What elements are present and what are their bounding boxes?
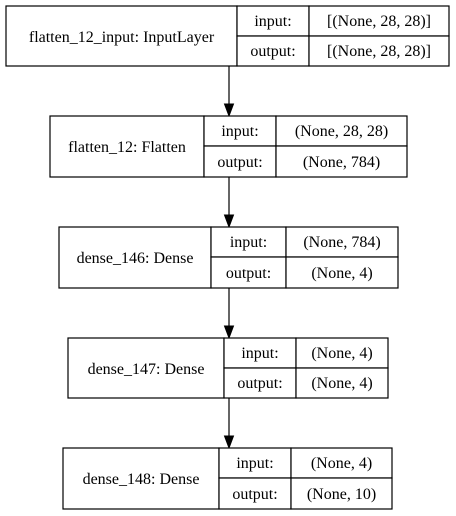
input-label: input: [236,455,273,472]
layer-node-dense-148: dense_148: Dense input: (None, 4) output… [62,447,393,510]
output-label: output: [237,375,282,392]
layer-name-cell [5,5,238,67]
io-label-input-cell [210,226,287,258]
arrow-head-icon [223,103,235,118]
edge-arrow [223,66,235,118]
input-label: input: [221,123,258,140]
input-shape: (None, 4) [311,455,372,472]
layer-name-cell [67,337,225,399]
output-shape: (None, 10) [307,486,376,503]
output-shape: (None, 784) [303,154,380,171]
io-value-output-cell [290,477,393,510]
io-value-output-cell [308,35,450,67]
io-label-input-cell [223,337,297,369]
io-value-input-cell [275,115,408,147]
io-label-input-cell [218,447,292,479]
edge-arrow [223,398,235,450]
layer-name-cell [58,226,212,289]
layer-node-dense-146: dense_146: Dense input: (None, 784) outp… [58,226,399,289]
output-label: output: [226,265,271,282]
layer-node-flatten-12: flatten_12: Flatten input: (None, 28, 28… [49,115,408,178]
input-shape: (None, 784) [303,234,380,251]
input-shape: [(None, 28, 28)] [327,13,431,30]
input-label: input: [254,13,291,30]
io-label-output-cell [218,477,292,510]
io-value-input-cell [295,337,389,369]
layer-name-cell [49,115,205,178]
output-label: output: [232,486,277,503]
layer-node-flatten-12-input: flatten_12_input: InputLayer input: [(No… [5,5,450,67]
output-shape: [(None, 28, 28)] [327,43,431,60]
io-label-output-cell [203,145,277,178]
io-value-input-cell [290,447,393,479]
io-label-output-cell [223,367,297,399]
edge-arrow [223,288,235,340]
edge-arrow [223,177,235,229]
io-label-input-cell [236,5,310,37]
layer-name: dense_146: Dense [77,250,194,267]
layer-name-cell [62,447,220,510]
layer-name: flatten_12_input: InputLayer [29,29,215,46]
layer-name: dense_147: Dense [88,361,205,378]
io-label-output-cell [210,256,287,289]
layer-node-dense-147: dense_147: Dense input: (None, 4) output… [67,337,389,399]
input-shape: (None, 28, 28) [295,123,388,140]
io-value-output-cell [275,145,408,178]
input-label: input: [230,234,267,251]
io-value-output-cell [285,256,399,289]
output-label: output: [250,43,295,60]
io-value-output-cell [295,367,389,399]
arrow-head-icon [223,325,235,340]
arrow-head-icon [223,214,235,229]
output-shape: (None, 4) [311,375,372,392]
layer-name: flatten_12: Flatten [68,139,186,156]
output-label: output: [217,154,262,171]
input-label: input: [241,345,278,362]
arrow-head-icon [223,435,235,450]
output-shape: (None, 4) [311,265,372,282]
layer-name: dense_148: Dense [83,471,200,488]
io-value-input-cell [285,226,399,258]
input-shape: (None, 4) [311,345,372,362]
